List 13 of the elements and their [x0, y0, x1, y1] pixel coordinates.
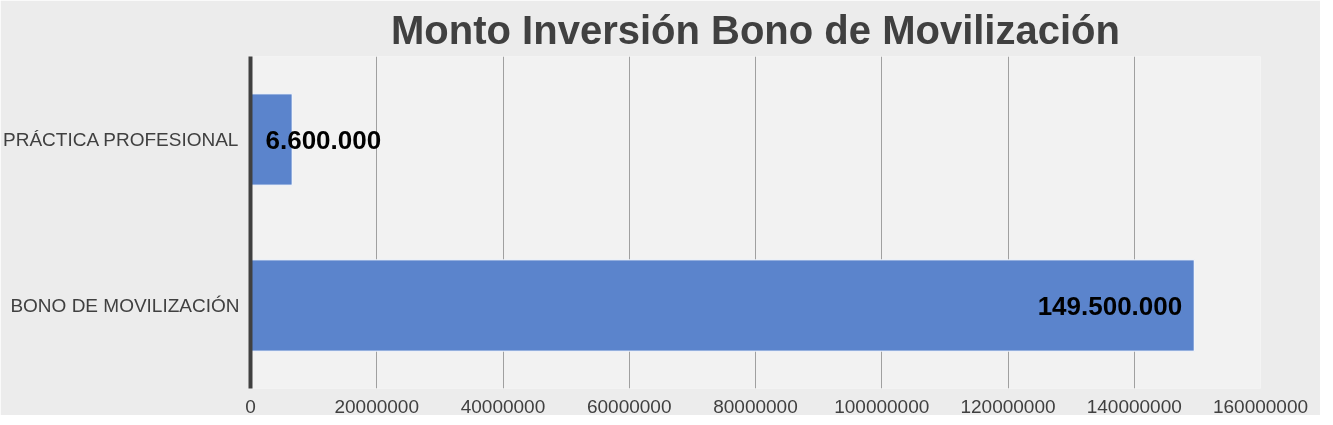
x-tick-label: 100000000 — [834, 395, 930, 417]
chart-title: Monto Inversión Bono de Movilización — [391, 7, 1120, 52]
x-tick-label: 160000000 — [1212, 395, 1309, 417]
x-tick-label: 0 — [245, 395, 256, 417]
x-tick-label: 20000000 — [334, 395, 420, 417]
y-tick-label: BONO DE MOVILIZACIÓN — [10, 295, 240, 316]
y-tick-label: PRÁCTICA PROFESIONAL — [3, 129, 239, 150]
x-tick-label: 140000000 — [1086, 395, 1182, 417]
x-tick-label: 120000000 — [960, 395, 1056, 417]
x-tick-label: 60000000 — [586, 395, 672, 417]
x-tick-label: 80000000 — [713, 395, 798, 417]
data-label: 149.500.000 — [1037, 290, 1183, 321]
x-tick-label: 40000000 — [460, 395, 546, 417]
